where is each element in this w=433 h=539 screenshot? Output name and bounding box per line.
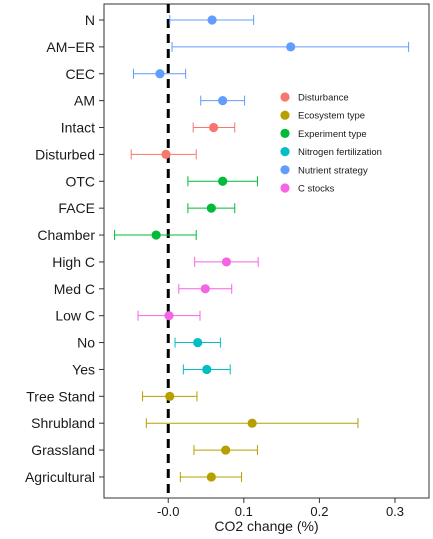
legend-item: Experiment type	[280, 128, 367, 140]
legend: Disturbance Ecosystem type Experiment type…	[280, 92, 382, 195]
legend-swatch	[280, 165, 290, 175]
y-tick-label: Shrubland	[31, 415, 95, 431]
estimate-row	[142, 391, 198, 402]
legend-label: Ecosystem type	[298, 111, 365, 122]
y-tick-label: N	[85, 12, 95, 28]
estimate-row	[145, 418, 359, 429]
estimate-point	[165, 391, 175, 401]
legend-item: Nutrient strategy	[280, 165, 368, 176]
y-tick-label: Med C	[54, 281, 95, 297]
legend-label: Experiment type	[298, 129, 367, 140]
estimate-row	[187, 203, 236, 214]
legend-swatch	[280, 128, 290, 138]
y-tick-label: High C	[52, 254, 95, 270]
y-tick-label: Low C	[55, 308, 95, 324]
y-tick-label: Chamber	[37, 227, 95, 243]
estimate-point	[286, 42, 296, 52]
y-tick-label: Agricultural	[25, 469, 95, 485]
estimate-point	[202, 364, 212, 375]
estimate-row	[174, 337, 221, 348]
estimate-point	[221, 257, 232, 267]
estimate-row	[182, 364, 231, 375]
legend-swatch	[280, 92, 290, 102]
y-tick-label: CEC	[65, 66, 95, 82]
estimate-row	[192, 122, 236, 133]
legend-label: Nitrogen fertilization	[298, 147, 382, 158]
estimate-point	[206, 203, 216, 213]
estimate-row	[114, 230, 197, 241]
estimate-point	[221, 445, 231, 455]
legend-label: Disturbance	[298, 93, 349, 104]
y-tick-label: Grassland	[31, 442, 95, 458]
estimate-row	[178, 283, 233, 294]
estimate-row	[194, 256, 259, 267]
legend-swatch	[280, 183, 290, 193]
estimate-row	[137, 310, 201, 321]
estimate-point	[206, 472, 216, 482]
estimate-row	[171, 41, 410, 52]
legend-swatch	[280, 147, 290, 157]
legend-item: C stocks	[280, 183, 335, 195]
estimate-row	[130, 149, 197, 160]
y-axis: N AM−ER CEC AM Intact Disturbed OTC FACE Chamber…	[25, 12, 104, 485]
x-axis: -0.0 0.1 0.2 0.3	[157, 498, 404, 519]
y-tick-label: AM	[74, 93, 95, 109]
y-tick-label: OTC	[65, 173, 95, 189]
y-tick-label: No	[77, 335, 95, 351]
y-tick-label: AM−ER	[46, 39, 95, 55]
y-tick-label: Yes	[72, 361, 95, 377]
data-marks	[114, 4, 410, 498]
x-tick-label: -0.0	[157, 504, 179, 519]
estimate-point	[193, 337, 203, 348]
estimate-row	[200, 95, 246, 106]
x-axis-title: CO2 change (%)	[214, 518, 318, 534]
x-tick-label: 0.2	[310, 504, 328, 519]
y-tick-label: Disturbed	[35, 146, 95, 162]
estimate-point	[218, 96, 228, 106]
legend-item: Ecosystem type	[280, 110, 365, 122]
plot-panel	[103, 3, 430, 499]
estimate-row	[179, 471, 243, 482]
estimate-row	[187, 176, 258, 187]
estimate-point	[164, 311, 174, 321]
estimate-point	[247, 418, 257, 428]
estimate-point	[207, 15, 217, 25]
estimate-point	[200, 284, 210, 294]
x-tick-label: 0.1	[235, 504, 253, 519]
x-tick-label: 0.3	[386, 504, 404, 519]
estimate-row	[193, 445, 258, 456]
estimate-point	[161, 149, 171, 159]
y-tick-label: Tree Stand	[26, 388, 95, 404]
estimate-row	[132, 68, 187, 79]
estimate-point	[208, 122, 219, 133]
y-tick-label: FACE	[58, 200, 95, 216]
legend-label: Nutrient strategy	[298, 165, 368, 176]
legend-item: Nitrogen fertilization	[280, 147, 382, 158]
legend-swatch	[280, 110, 290, 120]
estimate-row	[169, 15, 255, 25]
y-tick-label: Intact	[61, 120, 95, 136]
legend-item: Disturbance	[280, 92, 349, 104]
legend-label: C stocks	[298, 184, 335, 195]
estimate-point	[218, 176, 228, 186]
estimate-point	[155, 69, 165, 79]
estimate-point	[151, 230, 161, 240]
